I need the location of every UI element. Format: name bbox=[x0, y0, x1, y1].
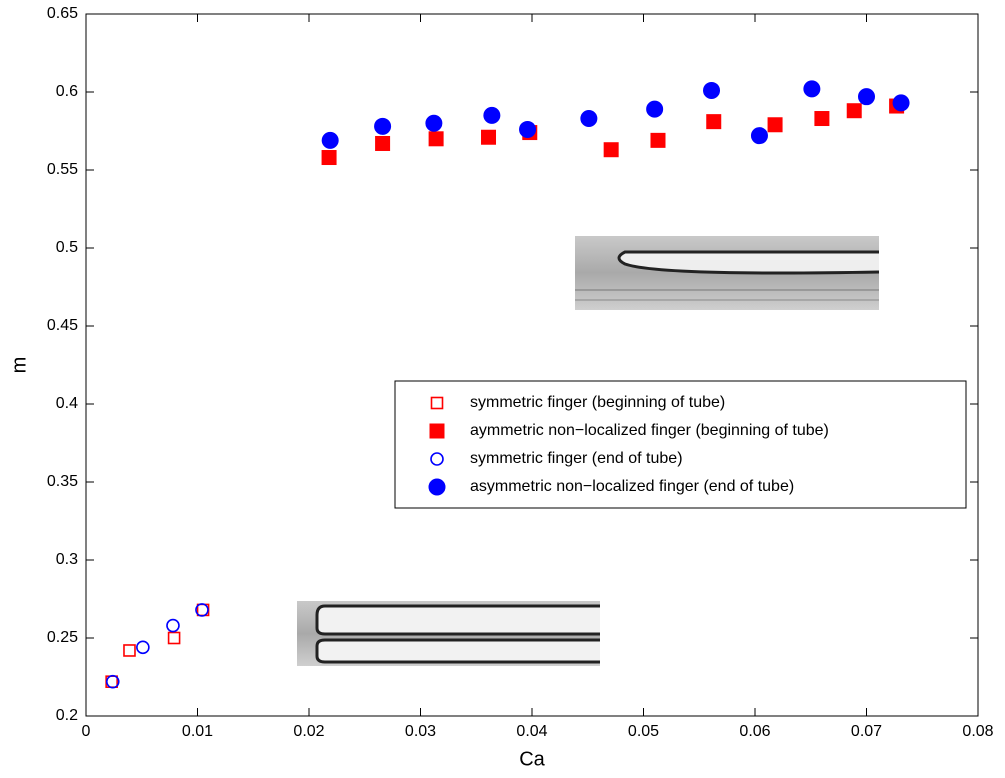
marker bbox=[814, 111, 830, 127]
marker bbox=[483, 106, 501, 124]
x-tick-label: 0.01 bbox=[182, 723, 213, 740]
inset-image-top bbox=[575, 236, 880, 310]
marker bbox=[750, 127, 768, 145]
x-tick-label: 0.02 bbox=[293, 723, 324, 740]
y-tick-label: 0.35 bbox=[47, 473, 78, 490]
x-axis-label: Ca bbox=[519, 748, 545, 770]
marker bbox=[580, 110, 598, 128]
legend-marker bbox=[428, 478, 446, 496]
x-tick-label: 0.05 bbox=[628, 723, 659, 740]
marker bbox=[892, 94, 910, 112]
marker bbox=[136, 640, 150, 655]
marker bbox=[321, 131, 339, 149]
marker bbox=[425, 114, 443, 132]
marker bbox=[481, 129, 497, 145]
marker bbox=[858, 88, 875, 106]
marker bbox=[706, 114, 722, 130]
legend-label: symmetric finger (end of tube) bbox=[470, 450, 683, 467]
x-tick-label: 0.07 bbox=[851, 723, 882, 740]
x-tick-label: 0.06 bbox=[739, 723, 770, 740]
marker bbox=[375, 135, 391, 151]
marker bbox=[846, 103, 862, 119]
legend-label: symmetric finger (beginning of tube) bbox=[470, 394, 725, 411]
y-tick-label: 0.2 bbox=[56, 707, 78, 724]
marker bbox=[195, 603, 209, 617]
marker bbox=[166, 618, 180, 633]
marker bbox=[428, 131, 444, 147]
marker bbox=[803, 80, 821, 98]
x-tick-label: 0.03 bbox=[405, 723, 436, 740]
y-tick-label: 0.4 bbox=[56, 395, 78, 412]
marker bbox=[703, 81, 721, 99]
legend-label: aymmetric non−localized finger (beginnin… bbox=[470, 422, 829, 439]
y-tick-label: 0.5 bbox=[56, 239, 78, 256]
legend-marker bbox=[430, 396, 444, 410]
marker bbox=[321, 150, 337, 166]
legend-label: asymmetric non−localized finger (end of … bbox=[470, 478, 794, 495]
marker bbox=[650, 132, 666, 148]
x-tick-label: 0.08 bbox=[962, 723, 993, 740]
marker bbox=[105, 674, 120, 689]
legend bbox=[394, 380, 967, 509]
y-tick-label: 0.6 bbox=[56, 83, 78, 100]
x-tick-label: 0 bbox=[82, 723, 91, 740]
legend-marker bbox=[429, 423, 445, 439]
x-tick-label: 0.04 bbox=[516, 723, 547, 740]
y-tick-label: 0.45 bbox=[47, 317, 78, 334]
legend-marker bbox=[430, 452, 444, 466]
marker bbox=[646, 100, 664, 118]
y-tick-label: 0.25 bbox=[47, 629, 78, 646]
y-axis-label: m bbox=[8, 357, 30, 374]
marker bbox=[767, 117, 783, 133]
marker bbox=[519, 120, 537, 138]
marker bbox=[603, 142, 619, 158]
y-tick-label: 0.55 bbox=[47, 161, 78, 178]
y-tick-label: 0.3 bbox=[56, 551, 78, 568]
marker bbox=[167, 631, 181, 645]
inset-image-bottom bbox=[297, 601, 600, 666]
marker bbox=[123, 644, 136, 657]
marker bbox=[374, 117, 392, 135]
y-tick-label: 0.65 bbox=[47, 5, 78, 22]
